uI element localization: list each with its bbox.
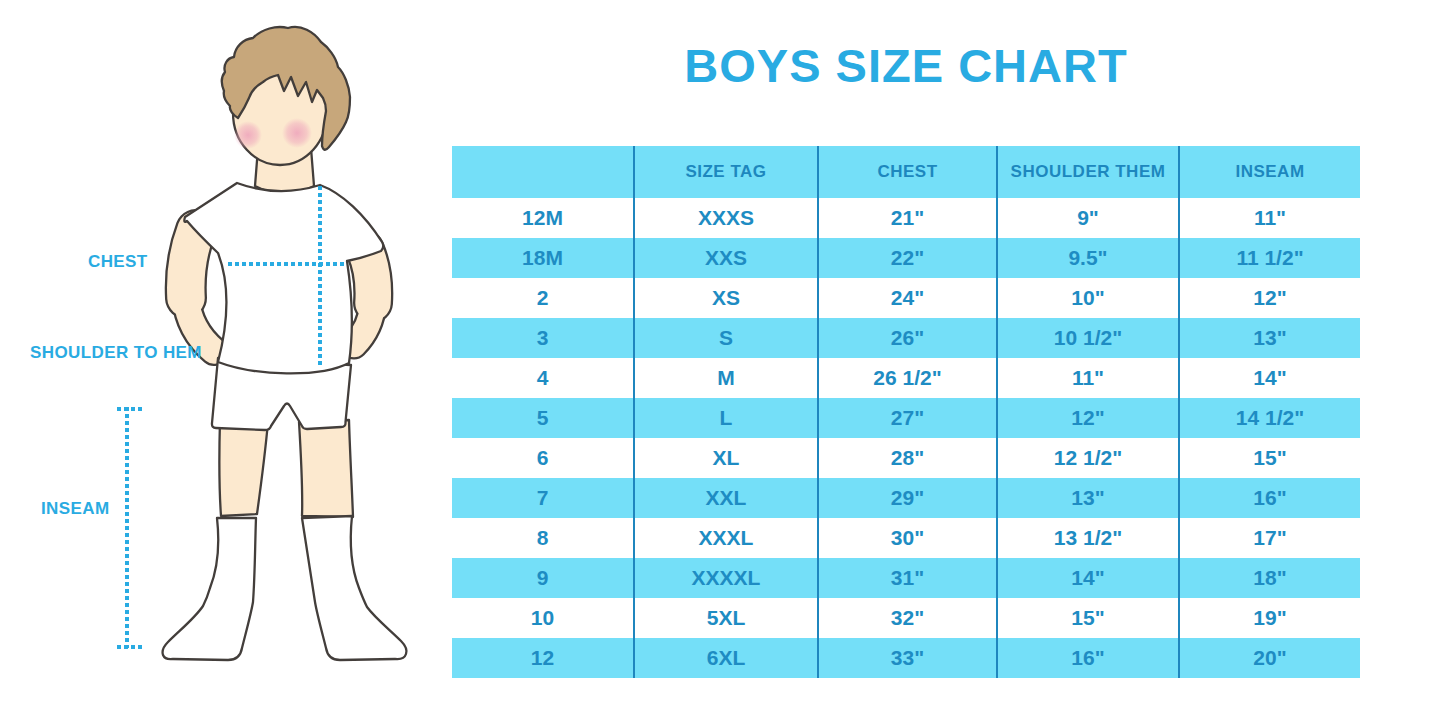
column-header bbox=[452, 146, 633, 198]
column-header: SIZE TAG bbox=[633, 146, 817, 198]
table-cell: 22" bbox=[817, 238, 996, 278]
page-title: BOYS SIZE CHART bbox=[452, 38, 1360, 93]
table-cell: 17" bbox=[1178, 518, 1360, 558]
table-row: 8XXXL30"13 1/2"17" bbox=[452, 518, 1360, 558]
table-cell: 15" bbox=[1178, 438, 1360, 478]
table-cell: XXXXL bbox=[633, 558, 817, 598]
table-cell: 4 bbox=[452, 358, 633, 398]
table-row: 12MXXXS21"9"11" bbox=[452, 198, 1360, 238]
table-cell: 12" bbox=[1178, 278, 1360, 318]
right-leg-shape bbox=[299, 420, 353, 517]
chest-measure-line bbox=[228, 262, 345, 266]
table-cell: 2 bbox=[452, 278, 633, 318]
table-cell: 7 bbox=[452, 478, 633, 518]
table-cell: 21" bbox=[817, 198, 996, 238]
table-row: 2XS24"10"12" bbox=[452, 278, 1360, 318]
table-row: 3S26"10 1/2"13" bbox=[452, 318, 1360, 358]
right-blush bbox=[282, 118, 312, 148]
table-cell: 19" bbox=[1178, 598, 1360, 638]
table-row: 9XXXXL31"14"18" bbox=[452, 558, 1360, 598]
shoulder-hem-measure-line bbox=[318, 186, 322, 367]
table-cell: 28" bbox=[817, 438, 996, 478]
table-cell: 18" bbox=[1178, 558, 1360, 598]
table-cell: 12 1/2" bbox=[996, 438, 1178, 478]
table-cell: 11" bbox=[1178, 198, 1360, 238]
table-cell: 9 bbox=[452, 558, 633, 598]
table-cell: 20" bbox=[1178, 638, 1360, 678]
table-cell: 13" bbox=[996, 478, 1178, 518]
table-cell: 14" bbox=[996, 558, 1178, 598]
table-cell: 31" bbox=[817, 558, 996, 598]
table-cell: 9" bbox=[996, 198, 1178, 238]
shoulder-to-hem-label: SHOULDER TO HEM bbox=[30, 343, 202, 363]
table-cell: 12 bbox=[452, 638, 633, 678]
size-table: SIZE TAGCHESTSHOULDER THEMINSEAM 12MXXXS… bbox=[452, 146, 1360, 678]
table-cell: 10" bbox=[996, 278, 1178, 318]
inseam-bottom-cap bbox=[117, 645, 144, 649]
table-cell: 12M bbox=[452, 198, 633, 238]
table-cell: 15" bbox=[996, 598, 1178, 638]
table-cell: 10 bbox=[452, 598, 633, 638]
table-cell: XXL bbox=[633, 478, 817, 518]
table-cell: 26 1/2" bbox=[817, 358, 996, 398]
table-cell: 6 bbox=[452, 438, 633, 478]
inseam-top-cap bbox=[117, 407, 144, 411]
left-blush bbox=[234, 121, 262, 149]
column-header: CHEST bbox=[817, 146, 996, 198]
table-cell: 10 1/2" bbox=[996, 318, 1178, 358]
column-header: SHOULDER THEM bbox=[996, 146, 1178, 198]
table-cell: S bbox=[633, 318, 817, 358]
table-row: 6XL28"12 1/2"15" bbox=[452, 438, 1360, 478]
table-cell: 8 bbox=[452, 518, 633, 558]
table-cell: 33" bbox=[817, 638, 996, 678]
table-row: 105XL32"15"19" bbox=[452, 598, 1360, 638]
table-cell: 26" bbox=[817, 318, 996, 358]
table-cell: 5 bbox=[452, 398, 633, 438]
inseam-measure-line bbox=[125, 407, 129, 648]
table-cell: 6XL bbox=[633, 638, 817, 678]
table-cell: 3 bbox=[452, 318, 633, 358]
table-row: 4M26 1/2"11"14" bbox=[452, 358, 1360, 398]
chest-label: CHEST bbox=[88, 252, 148, 272]
table-cell: 24" bbox=[817, 278, 996, 318]
table-cell: M bbox=[633, 358, 817, 398]
table-header-row: SIZE TAGCHESTSHOULDER THEMINSEAM bbox=[452, 146, 1360, 198]
table-cell: 11 1/2" bbox=[1178, 238, 1360, 278]
table-row: 126XL33"16"20" bbox=[452, 638, 1360, 678]
table-cell: XXS bbox=[633, 238, 817, 278]
table-cell: 14 1/2" bbox=[1178, 398, 1360, 438]
table-cell: 16" bbox=[996, 638, 1178, 678]
table-cell: 32" bbox=[817, 598, 996, 638]
table-cell: 9.5" bbox=[996, 238, 1178, 278]
left-leg-shape bbox=[219, 420, 268, 516]
table-cell: XS bbox=[633, 278, 817, 318]
inseam-label: INSEAM bbox=[41, 499, 110, 519]
table-cell: 16" bbox=[1178, 478, 1360, 518]
right-sock-shape bbox=[302, 516, 406, 660]
table-cell: 11" bbox=[996, 358, 1178, 398]
table-row: 18MXXS22"9.5"11 1/2" bbox=[452, 238, 1360, 278]
table-cell: 13" bbox=[1178, 318, 1360, 358]
table-cell: XL bbox=[633, 438, 817, 478]
table-cell: 27" bbox=[817, 398, 996, 438]
left-arm bbox=[186, 230, 214, 351]
table-cell: 13 1/2" bbox=[996, 518, 1178, 558]
table-cell: 29" bbox=[817, 478, 996, 518]
table-cell: 30" bbox=[817, 518, 996, 558]
table-cell: 18M bbox=[452, 238, 633, 278]
table-row: 5L27"12"14 1/2" bbox=[452, 398, 1360, 438]
table-body: 12MXXXS21"9"11"18MXXS22"9.5"11 1/2"2XS24… bbox=[452, 198, 1360, 678]
table-cell: 14" bbox=[1178, 358, 1360, 398]
table-row: 7XXL29"13"16" bbox=[452, 478, 1360, 518]
column-header: INSEAM bbox=[1178, 146, 1360, 198]
table-cell: 12" bbox=[996, 398, 1178, 438]
table-cell: L bbox=[633, 398, 817, 438]
left-sock-shape bbox=[163, 518, 256, 660]
table-cell: XXXS bbox=[633, 198, 817, 238]
table-cell: XXXL bbox=[633, 518, 817, 558]
table-cell: 5XL bbox=[633, 598, 817, 638]
right-arm bbox=[354, 250, 373, 345]
